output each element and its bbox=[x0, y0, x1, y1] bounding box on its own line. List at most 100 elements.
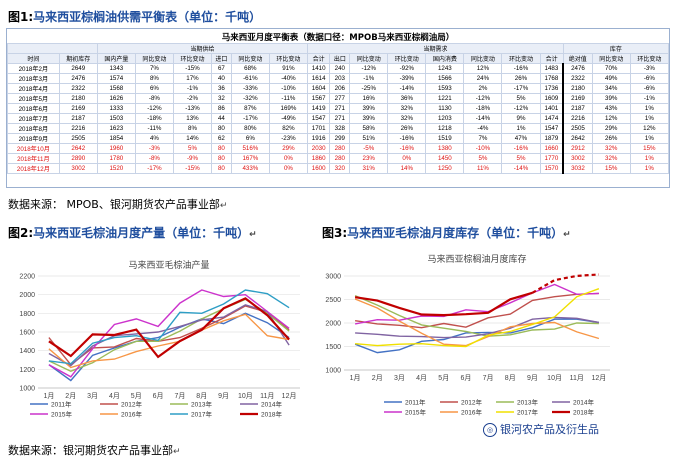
legend-label: 2011年 bbox=[405, 398, 426, 407]
y-tick-label: 1000 bbox=[19, 386, 35, 393]
legend-label: 2012年 bbox=[461, 398, 482, 407]
legend-label: 2012年 bbox=[121, 400, 142, 409]
x-tick-label: 9月 bbox=[527, 374, 538, 382]
table-header-cell: 环比变动 bbox=[629, 53, 670, 64]
wechat-logo-icon: ◎ bbox=[483, 423, 497, 437]
source-note-2-text: 数据来源：银河期货农产品事业部 bbox=[8, 444, 173, 457]
series-line-2018年 bbox=[354, 291, 533, 317]
table-group-supply: 当期供给 bbox=[96, 43, 308, 54]
table-cell: 86 bbox=[211, 103, 232, 114]
table-cell: 8% bbox=[172, 123, 213, 134]
table-header-cell: 同比变动 bbox=[349, 53, 389, 64]
table-cell: -9% bbox=[172, 153, 213, 164]
x-tick-label: 4月 bbox=[109, 392, 120, 400]
table-group-demand: 当期需求 bbox=[306, 43, 564, 54]
table-row: 2018年2月 2649 1343 7% -15% 67 68% 91% 1410 240 -12%… bbox=[7, 63, 670, 74]
stock-chart: 马来西亚棕榈油月度库存 1000 1500 2000 2500 3000 1月 2月 3月 4月 5… bbox=[314, 246, 620, 430]
y-tick-label: 2500 bbox=[325, 297, 341, 304]
table-cell: 2018年10月 bbox=[7, 143, 60, 154]
table-cell: 2018年7月 bbox=[7, 113, 60, 124]
table-row: 2018年4月 2322 1568 6% -1% 36 -33% -10% 1604 206 -25… bbox=[7, 83, 670, 94]
watermark-text: 银河农产品及衍生品 bbox=[500, 423, 599, 436]
table-cell: 167% bbox=[230, 153, 270, 164]
table-cell: 12% bbox=[629, 123, 670, 134]
legend-label: 2018年 bbox=[573, 408, 594, 417]
table-cell: -25% bbox=[349, 83, 389, 94]
table-cell: 1483 bbox=[539, 63, 564, 74]
table-cell: 1626 bbox=[96, 93, 136, 104]
series-line-2016年 bbox=[48, 313, 290, 369]
source-note-1-text: 数据来源： MPOB、银河期货农产品事业部 bbox=[8, 198, 220, 211]
legend-label: 2014年 bbox=[573, 398, 594, 407]
y-tick-label: 1400 bbox=[19, 348, 35, 355]
series-line-forecast-2018年 bbox=[531, 273, 599, 294]
table-cell: 2912 bbox=[562, 143, 593, 154]
table-cell: -3% bbox=[134, 143, 174, 154]
table-cell: 6% bbox=[230, 133, 270, 144]
return-mark-icon: ↵ bbox=[563, 230, 571, 240]
table-cell: 16% bbox=[349, 93, 389, 104]
table-cell: 1250 bbox=[425, 163, 465, 174]
table-header-cell: 绝对值 bbox=[562, 53, 593, 64]
y-tick-label: 1800 bbox=[19, 311, 35, 318]
table-cell: 36% bbox=[387, 93, 427, 104]
table-cell: 1380 bbox=[425, 143, 465, 154]
x-tick-label: 5月 bbox=[438, 374, 449, 382]
series-line-2014年 bbox=[48, 304, 290, 367]
table-cell: 0% bbox=[268, 153, 308, 164]
legend-label: 2013年 bbox=[517, 398, 538, 407]
table-cell: 271 bbox=[329, 113, 351, 124]
table-cell: -12% bbox=[501, 103, 541, 114]
table-cell: 2216 bbox=[562, 113, 593, 124]
table-cell: 1660 bbox=[539, 143, 564, 154]
table-cell: 1568 bbox=[96, 83, 136, 94]
table-cell: 32 bbox=[211, 93, 232, 104]
table-cell: 7% bbox=[463, 133, 503, 144]
table-cell: 2642 bbox=[562, 133, 593, 144]
x-tick-label: 3月 bbox=[394, 374, 405, 382]
table-cell: -17% bbox=[230, 113, 270, 124]
table-cell: -40% bbox=[268, 73, 308, 84]
table-cell: 31% bbox=[349, 163, 389, 174]
series-line-2017年 bbox=[48, 289, 290, 365]
x-tick-label: 5月 bbox=[131, 392, 142, 400]
y-tick-label: 1000 bbox=[325, 368, 341, 375]
table-cell: -3% bbox=[629, 63, 670, 74]
table-cell: -10% bbox=[463, 143, 503, 154]
table-cell: 1566 bbox=[425, 73, 465, 84]
table-cell: 320 bbox=[329, 163, 351, 174]
table-cell: -8% bbox=[134, 153, 174, 164]
fig2-title-text: 马来西亚毛棕油月度产量（单位：千吨） bbox=[33, 226, 250, 240]
series-line-2011年 bbox=[48, 312, 290, 382]
table-cell: 240 bbox=[329, 63, 351, 74]
return-mark-icon: ↵ bbox=[219, 201, 228, 211]
table-cell: 23% bbox=[349, 153, 389, 164]
table-cell: 2322 bbox=[58, 83, 98, 94]
legend-label: 2011年 bbox=[51, 400, 72, 409]
fig3-title: 图3:马来西亚毛棕油月度库存（单位：千吨）↵ bbox=[322, 224, 571, 241]
table-cell: -1% bbox=[349, 73, 389, 84]
table-cell: 516% bbox=[230, 143, 270, 154]
table-cell: 1604 bbox=[306, 83, 331, 94]
table-cell: -18% bbox=[134, 113, 174, 124]
table-cell: 169% bbox=[268, 103, 308, 114]
table-cell: 1% bbox=[629, 163, 670, 174]
table-header-cell: 合计 bbox=[539, 53, 564, 64]
fig1-title: 图1:马来西亚棕榈油供需平衡表（单位：千吨） bbox=[8, 8, 261, 25]
series-line-2018年 bbox=[48, 297, 290, 359]
table-cell: 1916 bbox=[306, 133, 331, 144]
table-cell: -49% bbox=[268, 113, 308, 124]
table-cell: -16% bbox=[387, 133, 427, 144]
table-cell: 2322 bbox=[562, 73, 593, 84]
table-header-cell: 同比变动 bbox=[591, 53, 631, 64]
table-cell: -17% bbox=[501, 83, 541, 94]
table-cell: -6% bbox=[629, 83, 670, 94]
table-cell: 70% bbox=[591, 63, 631, 74]
x-tick-label: 10月 bbox=[238, 392, 253, 400]
table-cell: 32% bbox=[387, 113, 427, 124]
table-cell: 14% bbox=[387, 163, 427, 174]
chart-title: 马来西亚毛棕油产量 bbox=[128, 259, 209, 271]
table-cell: 9% bbox=[501, 113, 541, 124]
balance-table: 当期供给 当期需求 库存 时间 期初库存 国内产量 同比变动 环比变动 进口 同比变动 环比变… bbox=[7, 43, 670, 174]
table-cell: 26% bbox=[501, 73, 541, 84]
